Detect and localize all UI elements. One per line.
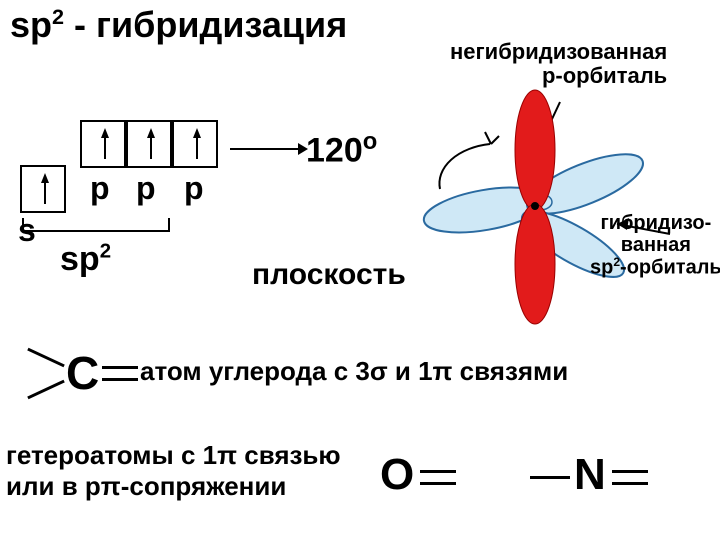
carbon-symbol: C: [66, 346, 99, 400]
angle-value: 120: [306, 131, 363, 169]
nitrogen-fragment: N: [530, 450, 690, 510]
p-box-2: [126, 120, 172, 168]
up-arrow-icon: [101, 128, 109, 138]
sp2-label: sp2: [60, 240, 111, 279]
page-title: sp2 - гибридизация: [10, 4, 347, 46]
anno-unhyb-line1: негибридизованная: [450, 40, 667, 64]
sp2-sup: 2: [100, 241, 111, 263]
hetero-line2: или в pπ-сопряжении: [6, 471, 341, 502]
up-arrow-icon: [147, 128, 155, 138]
nitrogen-symbol: N: [574, 450, 606, 500]
hetero-line1: гетероатомы с 1π связью: [6, 440, 341, 471]
oxygen-fragment: O: [380, 450, 490, 510]
sp2-main: sp: [60, 240, 100, 278]
carbon-text: атом углерода с 3σ и 1π связями: [140, 356, 568, 387]
hetero-text: гетероатомы с 1π связью или в pπ-сопряже…: [6, 440, 341, 502]
anno-hyb-line3: sp2-орбиталь: [590, 256, 720, 279]
title-sup: 2: [52, 4, 64, 29]
p-label-1: p: [90, 170, 110, 207]
plane-label: плоскость: [252, 258, 406, 292]
p-label-2: p: [136, 170, 156, 207]
oxygen-symbol: O: [380, 450, 414, 500]
title-sp: sp: [10, 4, 52, 45]
carbon-fragment: C: [26, 340, 136, 410]
p-box-3: [172, 120, 218, 168]
arrow-right-icon: [230, 148, 300, 150]
angle-unit: о: [363, 128, 378, 155]
anno-hyb-line2: ванная: [590, 234, 720, 256]
up-arrow-icon: [193, 128, 201, 138]
bracket: [22, 218, 170, 232]
up-arrow-icon: [41, 173, 49, 183]
p-box-1: [80, 120, 126, 168]
p-label-3: p: [184, 170, 204, 207]
title-suffix: - гибридизация: [64, 4, 347, 45]
anno-unhybridized: негибридизованная p-орбиталь: [450, 40, 667, 88]
angle-label: 120о: [306, 128, 377, 170]
anno-hyb-line1: гибридизо-: [590, 212, 720, 234]
anno-hybridized: гибридизо- ванная sp2-орбиталь: [590, 212, 720, 279]
s-box: [20, 165, 66, 213]
